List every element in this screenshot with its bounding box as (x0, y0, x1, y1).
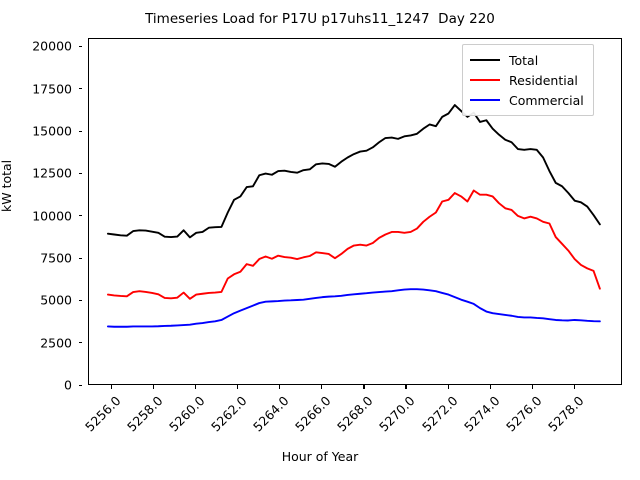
x-tick-mark (237, 385, 239, 389)
y-tick-label: 5000 (40, 292, 72, 308)
x-tick-mark (153, 385, 155, 389)
legend-color-swatch (470, 59, 500, 61)
x-axis-tick-labels: 5256.0 5258.0 5260.0 5262.0 5264.0 5266.0 5268… (82, 385, 622, 465)
x-tick-label: 5270.0 (376, 393, 419, 435)
y-tick-label: 7500 (40, 250, 72, 266)
chart-legend: Total Residential Commercial (462, 44, 594, 116)
x-tick-mark (489, 385, 491, 389)
y-tick-label: 20000 (32, 38, 72, 54)
x-tick-label: 5268.0 (334, 393, 377, 435)
legend-item-residential[interactable]: Residential (470, 70, 584, 90)
x-tick-label: 5264.0 (250, 393, 292, 435)
legend-item-total[interactable]: Total (470, 50, 584, 70)
x-tick-label: 5278.0 (544, 393, 587, 435)
y-tick-mark (78, 130, 82, 132)
y-axis-tick-labels: 0 2500 5000 7500 10000 12500 15000 17500 20000 (0, 38, 82, 393)
y-axis-label: kW total (0, 159, 14, 212)
y-tick-label: 12500 (32, 165, 72, 181)
x-tick-mark (447, 385, 449, 389)
y-tick-label: 10000 (32, 208, 72, 224)
x-tick-label: 5260.0 (166, 393, 208, 435)
x-tick-mark (321, 385, 323, 389)
x-tick-label: 5274.0 (460, 393, 503, 435)
y-tick-mark (78, 45, 82, 48)
chart-title: Timeseries Load for P17U p17uhs11_1247 D… (145, 11, 495, 27)
series-line-commercial (106, 288, 601, 328)
x-tick-mark (195, 385, 197, 389)
x-tick-mark (531, 385, 533, 389)
y-tick-mark (78, 88, 82, 90)
x-tick-label: 5266.0 (292, 393, 334, 435)
plot-lines (106, 104, 601, 328)
x-tick-label: 5272.0 (418, 393, 461, 435)
legend-label: Commercial (509, 92, 584, 108)
y-tick-mark (78, 215, 82, 217)
legend-label: Total (509, 52, 539, 68)
y-tick-label: 15000 (32, 123, 72, 139)
x-tick-label: 5256.0 (82, 393, 124, 435)
y-tick-label: 0 (64, 377, 72, 393)
x-tick-label: 5276.0 (502, 393, 545, 435)
y-tick-mark (78, 384, 82, 386)
y-tick-mark (78, 342, 82, 344)
x-tick-mark (405, 385, 407, 389)
x-tick-label: 5258.0 (124, 393, 166, 435)
x-axis-label: Hour of Year (281, 449, 359, 464)
series-line-residential (106, 189, 601, 300)
y-tick-mark (78, 172, 82, 174)
y-tick-label: 17500 (32, 81, 72, 97)
legend-label: Residential (509, 72, 578, 88)
x-tick-mark (111, 385, 113, 389)
legend-color-swatch (470, 99, 500, 101)
legend-color-swatch (470, 79, 500, 81)
x-tick-mark (363, 385, 365, 389)
series-line-total (106, 104, 601, 239)
y-tick-mark (78, 299, 82, 301)
x-tick-mark (573, 385, 575, 389)
x-tick-mark (279, 385, 281, 389)
y-tick-label: 2500 (40, 335, 72, 351)
x-tick-label: 5262.0 (208, 393, 250, 435)
legend-item-commercial[interactable]: Commercial (470, 90, 584, 110)
y-tick-mark (78, 257, 82, 259)
